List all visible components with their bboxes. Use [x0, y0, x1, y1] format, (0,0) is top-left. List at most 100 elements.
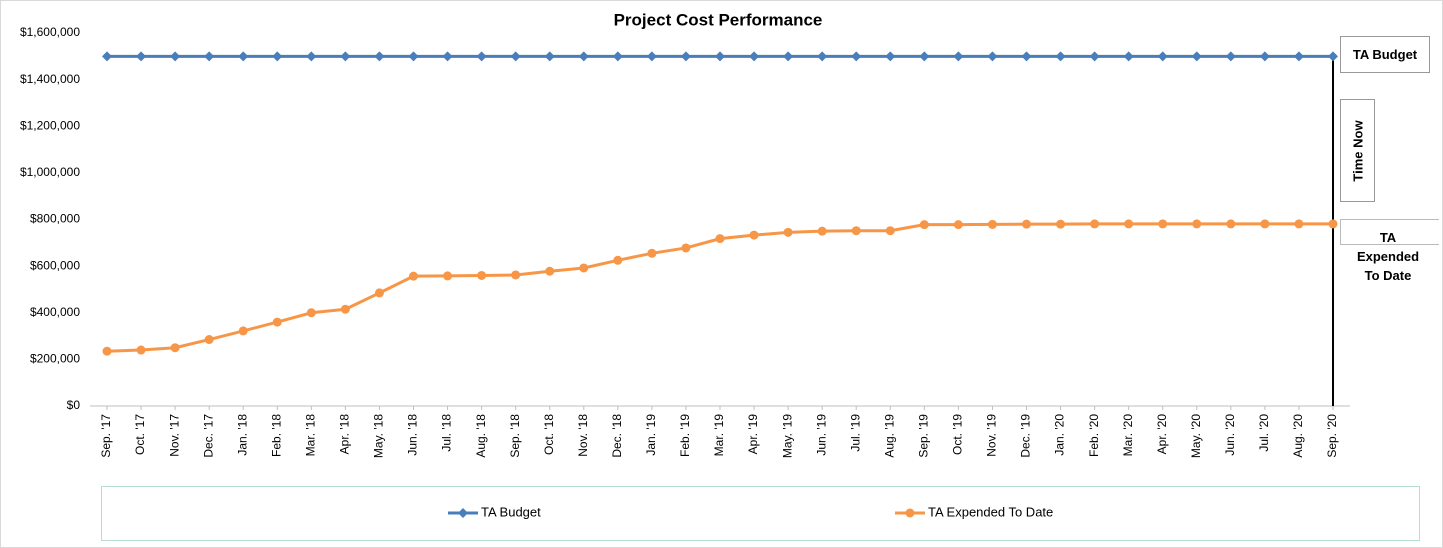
point [1294, 219, 1304, 229]
point [1157, 51, 1168, 62]
point [1328, 219, 1338, 229]
point [272, 51, 283, 62]
point [511, 270, 521, 280]
point [1192, 219, 1202, 229]
point [1055, 51, 1066, 62]
annotation: TA Expended To Date [1356, 230, 1420, 283]
x-tick-label: Jun. '18 [406, 414, 420, 456]
y-tick-label: $1,000,000 [20, 165, 80, 179]
y-tick-label: $1,200,000 [20, 118, 80, 132]
x-tick-label: Aug. '19 [882, 414, 896, 458]
point [579, 263, 589, 273]
x-tick-label: Jun. '20 [1223, 414, 1237, 456]
point [953, 220, 963, 230]
x-tick-label: Aug. '20 [1291, 414, 1305, 458]
point [885, 226, 895, 236]
point [136, 345, 146, 355]
annotation: Time Now [1350, 119, 1365, 182]
y-tick-label: $0 [67, 398, 81, 412]
point [817, 226, 827, 236]
point [885, 51, 896, 62]
x-tick-label: May. '18 [372, 414, 386, 458]
x-tick-label: Jan. '20 [1053, 414, 1067, 456]
point [612, 51, 623, 62]
point [817, 51, 828, 62]
point [613, 255, 623, 265]
x-tick-label: Jul. '20 [1257, 414, 1271, 452]
point [545, 266, 555, 276]
y-tick-label: $600,000 [30, 258, 80, 272]
point [170, 51, 181, 62]
x-tick-label: Sep. '17 [99, 414, 113, 458]
x-tick-label: Mar. '20 [1121, 414, 1135, 457]
x-tick-label: Jan. '18 [235, 414, 249, 456]
x-tick-label: Jan. '19 [644, 414, 658, 456]
point [919, 220, 929, 230]
point [953, 51, 964, 62]
x-tick-label: Oct. '19 [951, 414, 965, 455]
x-tick-label: Dec. '17 [201, 414, 215, 458]
point [102, 51, 112, 62]
point [1021, 51, 1032, 62]
point [919, 51, 930, 62]
point [272, 317, 282, 327]
point [1090, 219, 1100, 229]
point [681, 243, 691, 253]
x-tick-label: Jul. '19 [848, 414, 862, 452]
point [851, 51, 862, 62]
x-tick-label: Oct. '18 [542, 414, 556, 455]
point [544, 51, 555, 62]
point [443, 271, 453, 281]
point [476, 51, 487, 62]
point [170, 343, 180, 353]
point [646, 51, 657, 62]
point [578, 51, 589, 62]
legend-box [101, 486, 1420, 541]
point [510, 51, 521, 62]
point [102, 346, 112, 356]
point [783, 227, 793, 237]
chart-title: Project Cost Performance [614, 10, 823, 29]
point [715, 51, 725, 62]
point [1056, 219, 1066, 229]
y-tick-label: $800,000 [30, 212, 80, 226]
point [1124, 219, 1134, 229]
point [204, 51, 215, 62]
point [238, 51, 249, 62]
point [1259, 51, 1270, 62]
point [204, 335, 214, 345]
legend-marker [905, 508, 915, 518]
y-tick-label: $1,600,000 [20, 25, 80, 39]
point [1158, 219, 1168, 229]
x-tick-label: Apr. '18 [338, 414, 352, 455]
x-tick-label: Apr. '19 [746, 414, 760, 455]
x-tick-label: Sep. '18 [508, 414, 522, 458]
point [987, 219, 997, 229]
x-tick-label: Sep. '19 [917, 414, 931, 458]
y-tick-label: $1,400,000 [20, 72, 80, 86]
point [783, 51, 794, 62]
annotation-box [1340, 219, 1439, 245]
x-tick-label: Apr. '20 [1155, 414, 1169, 455]
point [1022, 219, 1031, 229]
x-tick-label: Feb. '18 [269, 414, 283, 457]
legend-label: TA Expended To Date [928, 504, 1053, 519]
x-tick-label: Jul. '18 [440, 414, 454, 452]
y-tick-label: $400,000 [30, 305, 80, 319]
x-tick-label: Nov. '18 [576, 414, 590, 457]
point [306, 51, 317, 62]
x-tick-label: Mar. '18 [304, 414, 318, 457]
point [1226, 219, 1236, 229]
x-tick-label: Mar. '19 [712, 414, 726, 457]
point [238, 326, 248, 336]
point [1328, 51, 1338, 62]
point [1123, 51, 1134, 62]
point [340, 51, 351, 62]
point [477, 270, 487, 280]
point [1225, 51, 1236, 62]
x-tick-label: Feb. '20 [1087, 414, 1101, 457]
x-tick-label: Feb. '19 [678, 414, 692, 457]
point [340, 304, 350, 314]
